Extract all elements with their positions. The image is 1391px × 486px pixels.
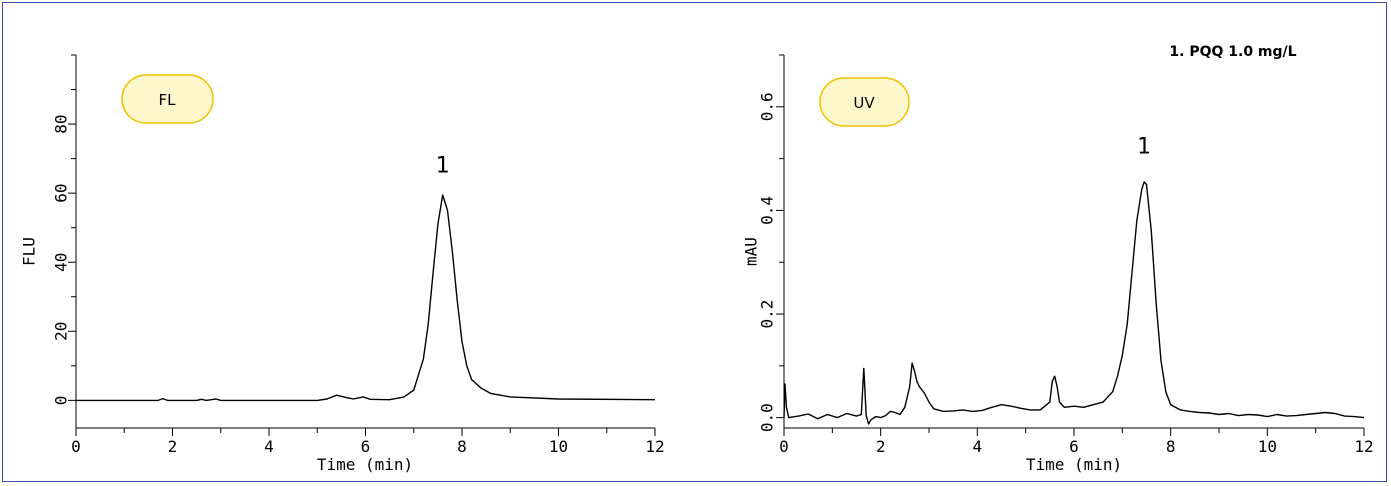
uv-x-tick-label: 2 [876,437,886,456]
uv-x-tick-label: 8 [1166,437,1176,456]
fl-trace [76,194,656,402]
fl-badge [121,74,214,124]
fl-y-tick-label: 0 [52,396,71,406]
uv-y-tick-label: 0.2 [758,300,777,329]
uv-trace [783,181,1365,425]
fl-peak-label: 1 [436,153,450,178]
fl-x-tick-label: 12 [645,437,664,456]
uv-x-tick-label: 0 [779,437,789,456]
uv-badge-text: UV [853,94,875,112]
fl-y-axis-label: FLU [20,237,39,266]
fl-y-tick-label: 60 [52,184,71,203]
uv-x-axis-label: Time (min) [1026,455,1122,474]
uv-peak-label: 1 [1137,134,1151,159]
uv-x-tick-label: 10 [1258,437,1277,456]
fl-x-tick-label: 6 [361,437,371,456]
uv-y-tick-label: 0.4 [758,196,777,225]
uv-x-tick-label: 12 [1354,437,1373,456]
fl-y-tick-label: 40 [52,253,71,272]
fl-y-tick-label: 80 [52,114,71,133]
uv-y-tick-label: 0.6 [758,92,777,121]
fl-x-tick-label: 2 [168,437,178,456]
fl-x-tick-label: 8 [457,437,467,456]
fl-x-tick-label: 0 [71,437,81,456]
fl-badge-text: FL [159,91,177,109]
uv-x-tick-label: 4 [973,437,983,456]
fl-y-tick-label: 20 [52,322,71,341]
uv-chart: UV 1. PQQ 1.0 mg/L 0 2 4 6 8 10 12 0.0 0.2 0.4 0.6… [742,44,1374,474]
fl-chart: FL 0 2 4 6 8 10 12 0 20 40 60 80 Time (min) FLU 1 [20,54,665,474]
uv-legend-text: 1. PQQ 1.0 mg/L [1169,44,1296,60]
uv-badge [819,77,910,127]
uv-y-axis-label: mAU [742,237,761,266]
fl-x-tick-label: 4 [264,437,274,456]
uv-x-tick-label: 6 [1069,437,1079,456]
fl-x-axis-label: Time (min) [317,455,413,474]
fl-x-tick-label: 10 [549,437,568,456]
uv-y-tick-label: 0.0 [758,403,777,432]
